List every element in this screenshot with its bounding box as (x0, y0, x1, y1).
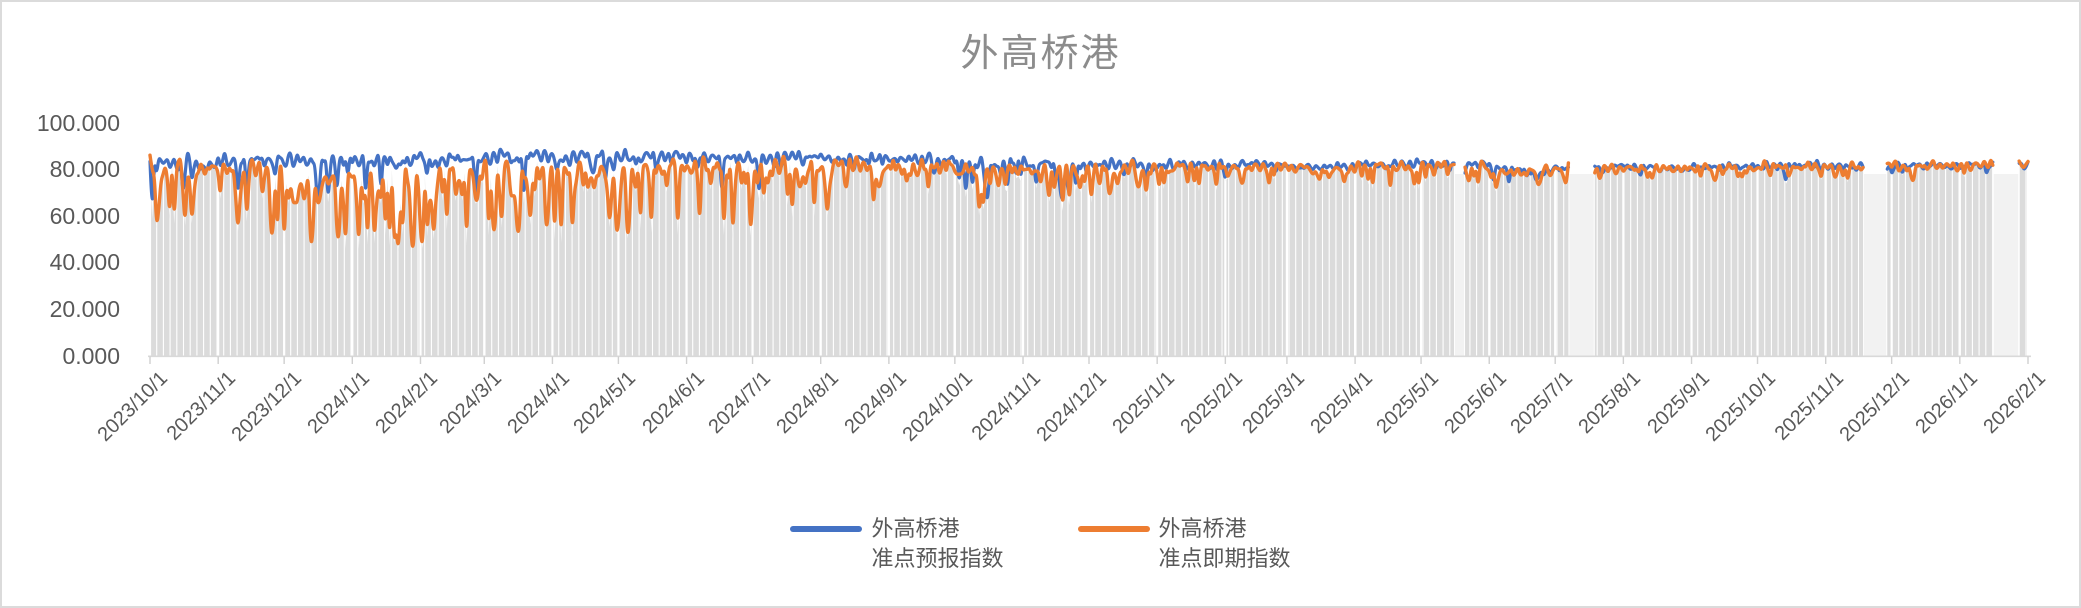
series-spot-line (148, 153, 2030, 248)
y-axis-label: 80.000 (49, 156, 120, 183)
legend-label-spot: 外高桥港 准点即期指数 (1159, 514, 1291, 574)
y-axis-label: 0.000 (62, 342, 120, 369)
chart-legend: 外高桥港 准点预报指数 外高桥港 准点即期指数 (2, 514, 2079, 574)
data-gap-columns (1455, 174, 2019, 356)
legend-label-forecast-line1: 外高桥港 (871, 516, 960, 541)
legend-line-swatch-forecast (790, 526, 863, 532)
y-axis-label: 100.000 (36, 109, 120, 136)
y-axis-label: 20.000 (49, 295, 120, 322)
legend-item-spot: 外高桥港 准点即期指数 (1077, 514, 1291, 574)
legend-item-forecast: 外高桥港 准点预报指数 (790, 514, 1004, 574)
y-axis-label: 60.000 (49, 202, 120, 229)
legend-label-spot-line2: 准点即期指数 (1158, 546, 1291, 571)
legend-label-spot-line1: 外高桥港 (1158, 516, 1247, 541)
legend-line-swatch-spot (1077, 526, 1150, 532)
legend-label-forecast: 外高桥港 准点预报指数 (871, 514, 1003, 574)
legend-label-forecast-line2: 准点预报指数 (871, 546, 1004, 571)
y-axis-label: 40.000 (49, 249, 120, 276)
x-axis (148, 355, 2031, 364)
chart-title: 外高桥港 (960, 33, 1121, 75)
